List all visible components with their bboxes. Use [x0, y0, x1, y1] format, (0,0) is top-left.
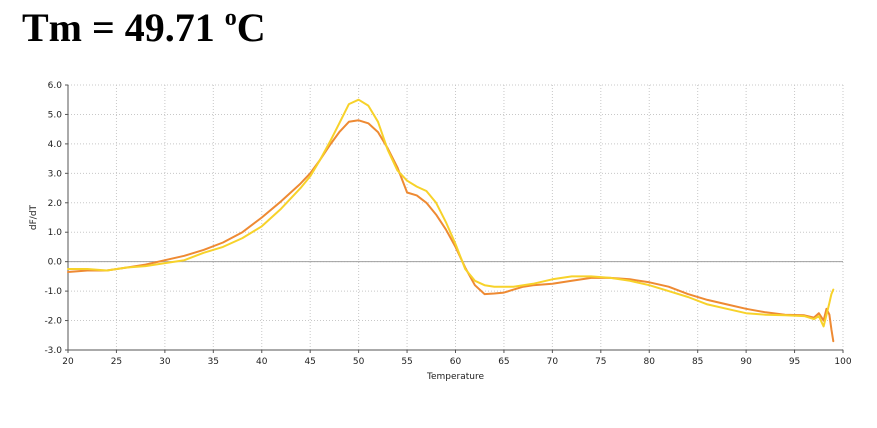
x-tick-label: 70 — [547, 357, 559, 367]
x-tick-label: 100 — [834, 357, 851, 367]
x-axis-label: Temperature — [426, 372, 484, 382]
x-tick-label: 35 — [208, 357, 219, 367]
y-tick-labels: -3.0 -2.0 -1.0 0.0 1.0 2.0 3.0 4.0 5.0 6.0 — [44, 81, 68, 356]
y-tick-label: 4.0 — [48, 140, 63, 150]
title-text: Tm = 49.71 — [22, 5, 225, 50]
series-layer — [67, 98, 835, 343]
grid-lines — [67, 84, 844, 351]
y-tick-label: 1.0 — [48, 228, 63, 238]
x-tick-label: 45 — [304, 357, 315, 367]
y-axis-label: dF/dT — [29, 204, 39, 230]
y-tick-label: 5.0 — [48, 110, 63, 120]
x-tick-label: 25 — [111, 357, 122, 367]
x-tick-label: 65 — [498, 357, 509, 367]
x-tick-label: 50 — [353, 357, 365, 367]
x-tick-label: 85 — [692, 357, 703, 367]
title-unit: C — [236, 5, 266, 50]
x-tick-labels: 20 25 30 35 40 45 50 55 60 65 70 75 80 85 90 95 100 — [62, 350, 852, 367]
x-tick-label: 55 — [401, 357, 412, 367]
x-tick-label: 60 — [450, 357, 462, 367]
y-tick-label: -2.0 — [44, 317, 62, 327]
y-tick-label: 2.0 — [48, 199, 63, 209]
y-tick-label: -1.0 — [44, 287, 62, 297]
chart-title: Tm = 49.71 oC — [22, 4, 266, 51]
y-tick-label: 6.0 — [48, 81, 63, 91]
degree-symbol: o — [224, 5, 237, 31]
x-tick-label: 95 — [789, 357, 800, 367]
y-tick-label: -3.0 — [44, 346, 62, 356]
x-tick-label: 75 — [595, 357, 606, 367]
x-tick-label: 80 — [644, 357, 656, 367]
y-tick-label: 0.0 — [48, 258, 63, 268]
series-line-2 — [67, 98, 835, 328]
x-tick-label: 90 — [740, 357, 752, 367]
y-tick-label: 3.0 — [48, 169, 63, 179]
x-tick-label: 40 — [256, 357, 268, 367]
x-tick-label: 20 — [62, 357, 74, 367]
x-tick-label: 30 — [159, 357, 171, 367]
